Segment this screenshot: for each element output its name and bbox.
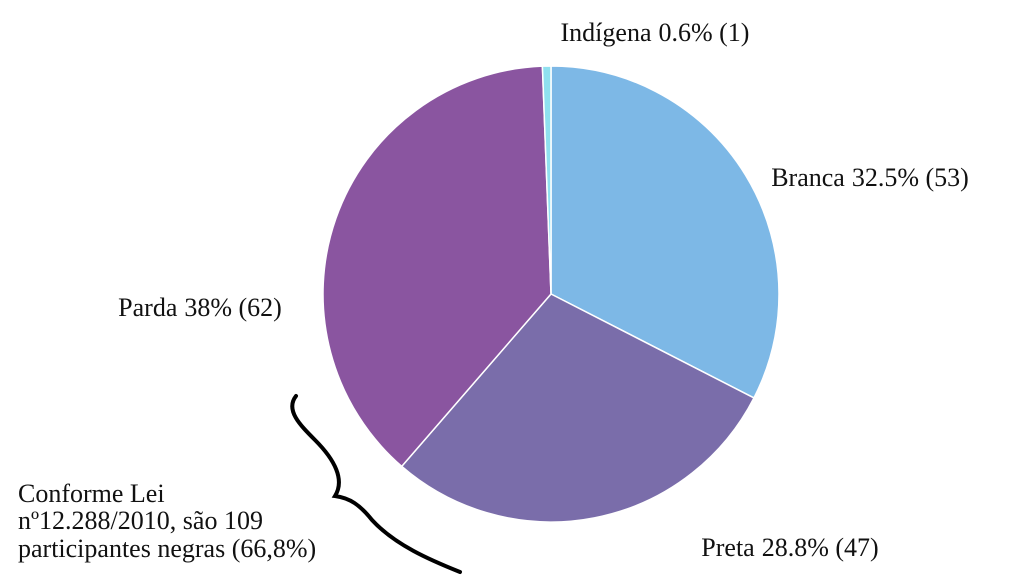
value-label: 38% (62) xyxy=(184,293,281,322)
annotation-line: nº12.288/2010, são 109 xyxy=(18,506,263,535)
annotation-line: participantes negras (66,8%) xyxy=(18,534,316,563)
pie-slice xyxy=(541,65,552,295)
slice-label: Branca 32.5% (53) xyxy=(771,163,969,192)
slice-label: Parda 38% (62) xyxy=(118,293,282,322)
brace xyxy=(290,394,462,574)
value-label: 0.6% (1) xyxy=(658,18,749,47)
slice-label: Preta 28.8% (47) xyxy=(701,533,878,562)
category-label: Preta xyxy=(701,533,755,562)
pie-slice xyxy=(322,65,552,468)
pie-slice xyxy=(400,293,755,523)
value-label: 28.8% (47) xyxy=(762,533,879,562)
category-label: Branca xyxy=(771,163,845,192)
pie-slice xyxy=(550,65,780,399)
value-label: 32.5% (53) xyxy=(852,163,969,192)
category-label: Parda xyxy=(118,293,178,322)
pie xyxy=(322,65,780,523)
slice-label: Indígena 0.6% (1) xyxy=(561,18,750,47)
category-label: Indígena xyxy=(561,18,652,47)
annotation-line: Conforme Lei xyxy=(18,479,165,508)
